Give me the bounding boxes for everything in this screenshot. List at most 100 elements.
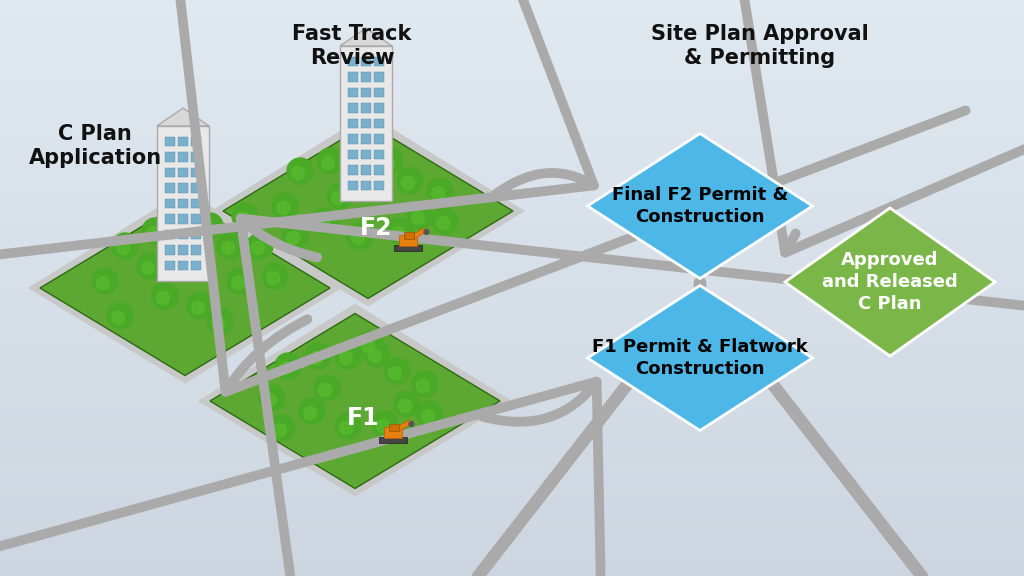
FancyArrowPatch shape: [0, 381, 613, 576]
FancyArrowPatch shape: [135, 0, 966, 392]
Bar: [178, 199, 187, 208]
Bar: [0, 63, 1024, 66]
Bar: [0, 69, 1024, 72]
Circle shape: [191, 301, 205, 314]
Bar: [0, 484, 1024, 487]
Bar: [361, 103, 371, 113]
Circle shape: [280, 362, 293, 374]
Bar: [328, 161, 332, 169]
Bar: [0, 147, 1024, 150]
Bar: [0, 181, 1024, 184]
Bar: [123, 246, 127, 254]
Bar: [0, 533, 1024, 536]
Bar: [191, 137, 201, 146]
Bar: [0, 193, 1024, 196]
Bar: [374, 103, 384, 113]
Bar: [0, 288, 1024, 291]
Bar: [0, 14, 1024, 17]
FancyArrowPatch shape: [214, 283, 1024, 576]
Bar: [0, 455, 1024, 458]
Bar: [0, 302, 1024, 305]
Circle shape: [347, 148, 373, 174]
Bar: [0, 72, 1024, 75]
Circle shape: [327, 183, 353, 209]
Bar: [286, 366, 290, 374]
Bar: [0, 153, 1024, 156]
Circle shape: [377, 419, 389, 433]
Bar: [0, 135, 1024, 138]
Bar: [0, 236, 1024, 239]
Bar: [0, 567, 1024, 570]
Bar: [346, 356, 350, 364]
Circle shape: [292, 166, 304, 180]
Bar: [0, 550, 1024, 553]
Bar: [0, 311, 1024, 314]
Bar: [0, 363, 1024, 366]
Bar: [165, 183, 175, 192]
Bar: [0, 274, 1024, 276]
Circle shape: [397, 168, 423, 194]
Bar: [178, 214, 187, 223]
Bar: [0, 452, 1024, 455]
Bar: [389, 424, 399, 431]
Bar: [0, 46, 1024, 49]
Bar: [157, 126, 209, 281]
Bar: [0, 95, 1024, 98]
Bar: [0, 562, 1024, 564]
Bar: [0, 331, 1024, 334]
Bar: [361, 73, 371, 82]
Circle shape: [391, 226, 404, 240]
Bar: [273, 276, 278, 284]
Bar: [0, 426, 1024, 429]
Bar: [0, 161, 1024, 164]
Circle shape: [227, 268, 253, 294]
Bar: [348, 119, 357, 128]
Circle shape: [369, 350, 382, 362]
Bar: [0, 374, 1024, 377]
Bar: [0, 444, 1024, 446]
Bar: [0, 282, 1024, 285]
Bar: [0, 115, 1024, 118]
Bar: [0, 553, 1024, 556]
Bar: [0, 29, 1024, 32]
Polygon shape: [412, 228, 427, 238]
Bar: [0, 184, 1024, 187]
Bar: [0, 334, 1024, 337]
Bar: [0, 389, 1024, 392]
Bar: [0, 294, 1024, 297]
Bar: [375, 354, 379, 362]
Bar: [165, 137, 175, 146]
Circle shape: [317, 148, 343, 174]
Circle shape: [322, 157, 335, 169]
Bar: [165, 199, 175, 208]
Bar: [0, 230, 1024, 233]
Bar: [0, 202, 1024, 204]
Circle shape: [117, 241, 129, 255]
Bar: [0, 449, 1024, 452]
Bar: [0, 300, 1024, 302]
Bar: [374, 181, 384, 190]
Circle shape: [269, 415, 295, 441]
Bar: [0, 262, 1024, 265]
Circle shape: [259, 385, 285, 411]
Circle shape: [407, 203, 433, 229]
Circle shape: [309, 351, 323, 365]
Bar: [374, 119, 384, 128]
Bar: [178, 245, 187, 255]
Bar: [0, 556, 1024, 559]
Circle shape: [162, 193, 188, 219]
Bar: [374, 165, 384, 175]
Bar: [191, 245, 201, 255]
Bar: [0, 527, 1024, 530]
Bar: [0, 513, 1024, 516]
Bar: [0, 256, 1024, 259]
Bar: [0, 104, 1024, 107]
Circle shape: [357, 331, 383, 357]
Circle shape: [364, 341, 390, 367]
Circle shape: [436, 217, 450, 229]
FancyArrowPatch shape: [0, 0, 594, 276]
Bar: [348, 134, 357, 143]
Bar: [0, 225, 1024, 228]
Bar: [0, 216, 1024, 219]
Bar: [0, 0, 1024, 3]
